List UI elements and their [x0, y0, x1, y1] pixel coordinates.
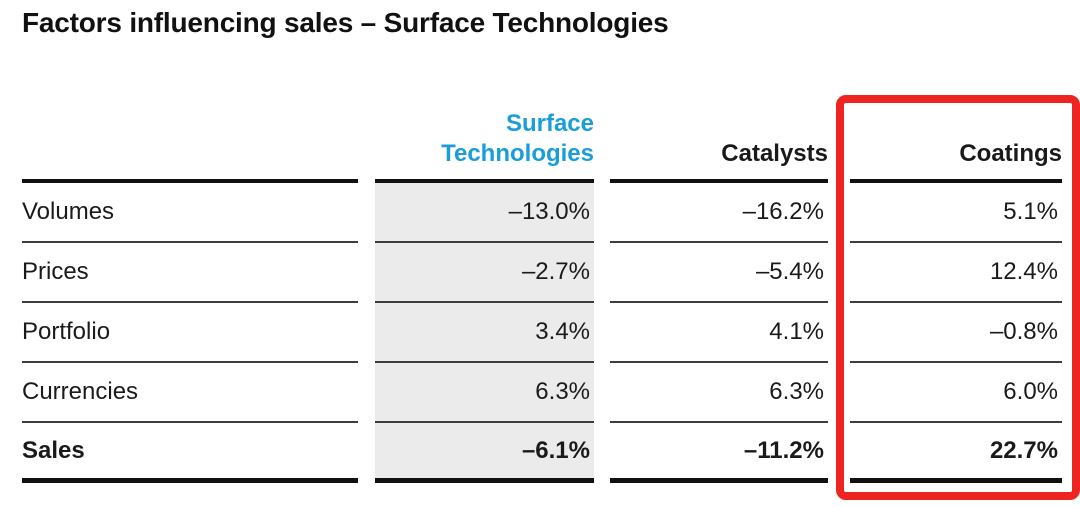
- cell-volumes-coatings: 5.1%: [850, 183, 1062, 243]
- column-gap: [828, 423, 850, 483]
- column-header-coatings: Coatings: [850, 95, 1062, 183]
- cell-sales-catalysts: –11.2%: [610, 423, 828, 483]
- row-label-volumes: Volumes: [22, 183, 358, 243]
- row-label-sales: Sales: [22, 423, 358, 483]
- row-label-portfolio: Portfolio: [22, 303, 358, 363]
- factors-table: Surface Technologies Catalysts Coatings …: [22, 95, 1062, 483]
- cell-portfolio-surface-technologies: 3.4%: [375, 303, 594, 363]
- column-header-surface-technologies: Surface Technologies: [375, 95, 594, 183]
- column-gap: [828, 363, 850, 423]
- row-label-currencies: Currencies: [22, 363, 358, 423]
- table-corner-cell: [22, 95, 358, 183]
- column-gap: [358, 303, 375, 363]
- cell-prices-surface-technologies: –2.7%: [375, 243, 594, 303]
- column-gap: [594, 363, 610, 423]
- column-gap: [358, 423, 375, 483]
- cell-portfolio-coatings: –0.8%: [850, 303, 1062, 363]
- column-gap: [594, 423, 610, 483]
- cell-prices-coatings: 12.4%: [850, 243, 1062, 303]
- column-gap: [358, 243, 375, 303]
- column-gap: [828, 243, 850, 303]
- column-gap: [358, 95, 375, 183]
- cell-portfolio-catalysts: 4.1%: [610, 303, 828, 363]
- cell-sales-surface-technologies: –6.1%: [375, 423, 594, 483]
- column-gap: [358, 363, 375, 423]
- page-title: Factors influencing sales – Surface Tech…: [22, 7, 669, 38]
- column-gap: [594, 183, 610, 243]
- cell-volumes-catalysts: –16.2%: [610, 183, 828, 243]
- column-gap: [828, 303, 850, 363]
- column-gap: [594, 243, 610, 303]
- column-gap: [594, 95, 610, 183]
- cell-prices-catalysts: –5.4%: [610, 243, 828, 303]
- cell-currencies-surface-technologies: 6.3%: [375, 363, 594, 423]
- cell-volumes-surface-technologies: –13.0%: [375, 183, 594, 243]
- cell-currencies-coatings: 6.0%: [850, 363, 1062, 423]
- cell-currencies-catalysts: 6.3%: [610, 363, 828, 423]
- column-gap: [594, 303, 610, 363]
- column-header-catalysts: Catalysts: [610, 95, 828, 183]
- row-label-prices: Prices: [22, 243, 358, 303]
- column-gap: [828, 183, 850, 243]
- cell-sales-coatings: 22.7%: [850, 423, 1062, 483]
- column-gap: [358, 183, 375, 243]
- column-gap: [828, 95, 850, 183]
